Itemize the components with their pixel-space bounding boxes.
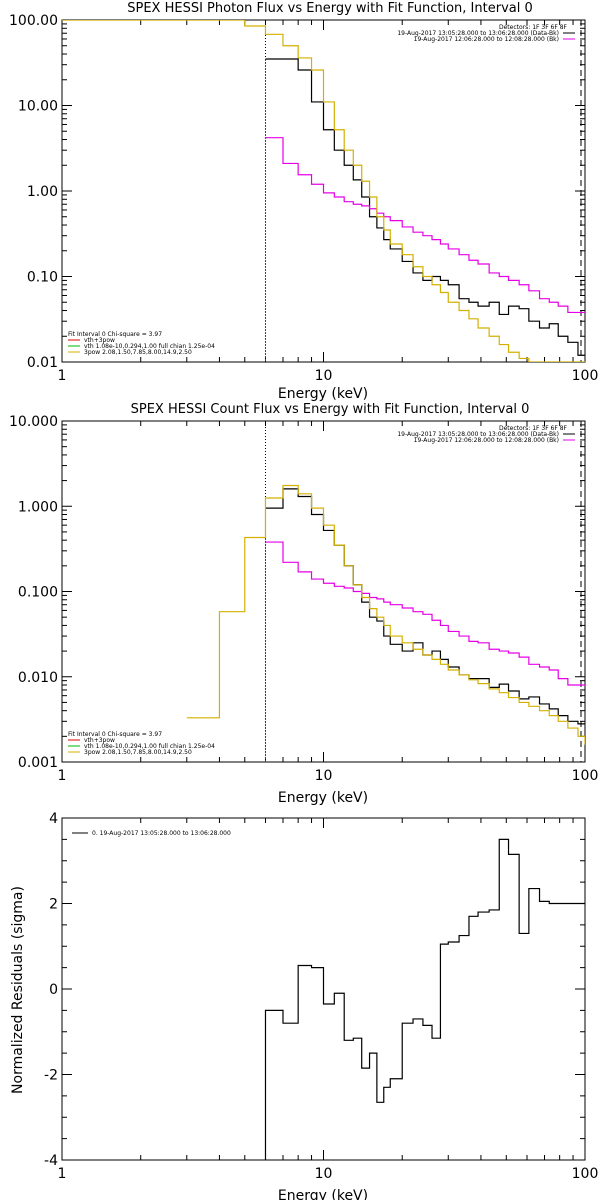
y-tick-label: 0.100 <box>18 585 58 601</box>
x-tick-label: 10 <box>315 1166 333 1182</box>
plot-area-1: 1 10 100 0.001 0.010 0.100 1.000 10.000 Detector… <box>9 414 598 784</box>
y-tick-label: 10.000 <box>9 414 58 430</box>
legend-left-text: 3pow 2.08,1.50,7.85,8.00,14.9,2.50 <box>84 749 192 756</box>
legend-left-text: 3pow 2.08,1.50,7.85,8.00,14.9,2.50 <box>84 349 192 356</box>
legend-left-text: 0. 19-Aug-2017 13:05:28.000 to 13:06:28.… <box>92 830 231 837</box>
y-tick-label: 0.01 <box>27 355 58 371</box>
panel-photon-flux: SPEX HESSI Photon Flux vs Energy with Fi… <box>127 1 533 402</box>
y-tick-label: 10.00 <box>18 99 58 115</box>
x-tick-label: 1 <box>58 1166 67 1182</box>
xlabel-residuals: Energy (keV) <box>278 1188 368 1200</box>
series-line-1 <box>265 137 585 314</box>
plot-area-0: 1 10 100 0.01 0.10 1.00 10.00 100.00 Detectors: … <box>9 13 598 384</box>
series-line-0 <box>265 488 585 725</box>
y-tick-label: 2 <box>49 897 58 913</box>
legend-right-text: Detectors: 1F 3F 6F 8F <box>499 24 568 31</box>
series-group <box>186 421 585 762</box>
y-tick-label: 4 <box>49 811 58 827</box>
x-tick-label: 100 <box>572 768 599 784</box>
x-tick-label: 100 <box>572 1166 599 1182</box>
legend-right-text: Detectors: 1F 3F 6F 8F <box>499 425 568 432</box>
series-line-1 <box>265 541 585 686</box>
x-tick-label: 10 <box>315 368 333 384</box>
legend-left-text: Fit Interval 0 Chi-square = 3.97 <box>68 731 162 738</box>
legend-left-text: vth 1.08e-10,0.294,1.00 full chian 1.25e… <box>84 743 215 750</box>
x-tick-label: 10 <box>315 768 333 784</box>
xlabel-photon: Energy (keV) <box>278 386 368 402</box>
y-tick-label: 0.010 <box>18 670 58 686</box>
chart-title-count: SPEX HESSI Count Flux vs Energy with Fit… <box>131 402 530 417</box>
y-tick-label: 1.00 <box>27 184 58 200</box>
legend-right-text: 19-Aug-2017 12:06:28.000 to 12:08:28.000… <box>414 36 559 43</box>
panel-count-flux: SPEX HESSI Count Flux vs Energy with Fit… <box>131 402 530 806</box>
y-tick-label: -2 <box>44 1068 58 1084</box>
y-tick-label: 0.10 <box>27 270 58 286</box>
panel-residuals: Energy (keV) Normalized Residuals (sigma… <box>10 886 368 1200</box>
series-line-0 <box>265 58 585 356</box>
y-tick-label: 0 <box>49 982 58 998</box>
series-line-2 <box>62 20 585 362</box>
y-tick-label: 100.00 <box>9 13 58 29</box>
x-tick-label: 100 <box>572 368 599 384</box>
legend-left-text: vth+3pow <box>84 337 115 344</box>
series-group <box>62 20 585 362</box>
series-group <box>264 838 585 1160</box>
series-line-2 <box>186 484 585 745</box>
y-tick-label: 1.000 <box>18 499 58 515</box>
legend-right-text: 19-Aug-2017 13:05:28.000 to 13:06:28.000… <box>397 30 559 37</box>
legend-left-text: vth+3pow <box>84 737 115 744</box>
y-tick-label: -4 <box>44 1153 58 1169</box>
legend-left-text: vth 1.08e-10,0.294,1.00 full chian 1.25e… <box>84 343 215 350</box>
plot-area-2: 1 10 100 -4 -2 0 2 4 0. 19-Aug-2017 13:05:28.000… <box>44 811 598 1182</box>
series-line-0 <box>264 838 585 1160</box>
ylabel-residuals: Normalized Residuals (sigma) <box>10 886 26 1094</box>
x-tick-label: 1 <box>58 768 67 784</box>
x-tick-label: 1 <box>58 368 67 384</box>
legend-right-text: 19-Aug-2017 13:05:28.000 to 13:06:28.000… <box>397 431 559 438</box>
y-tick-label: 0.001 <box>18 755 58 771</box>
legend-left-text: Fit Interval 0 Chi-square = 3.97 <box>68 331 162 338</box>
chart-title-photon: SPEX HESSI Photon Flux vs Energy with Fi… <box>127 1 533 16</box>
xlabel-count: Energy (keV) <box>278 790 368 806</box>
plot-frame <box>61 420 586 763</box>
legend-right-text: 19-Aug-2017 12:06:28.000 to 12:08:28.000… <box>414 437 559 444</box>
